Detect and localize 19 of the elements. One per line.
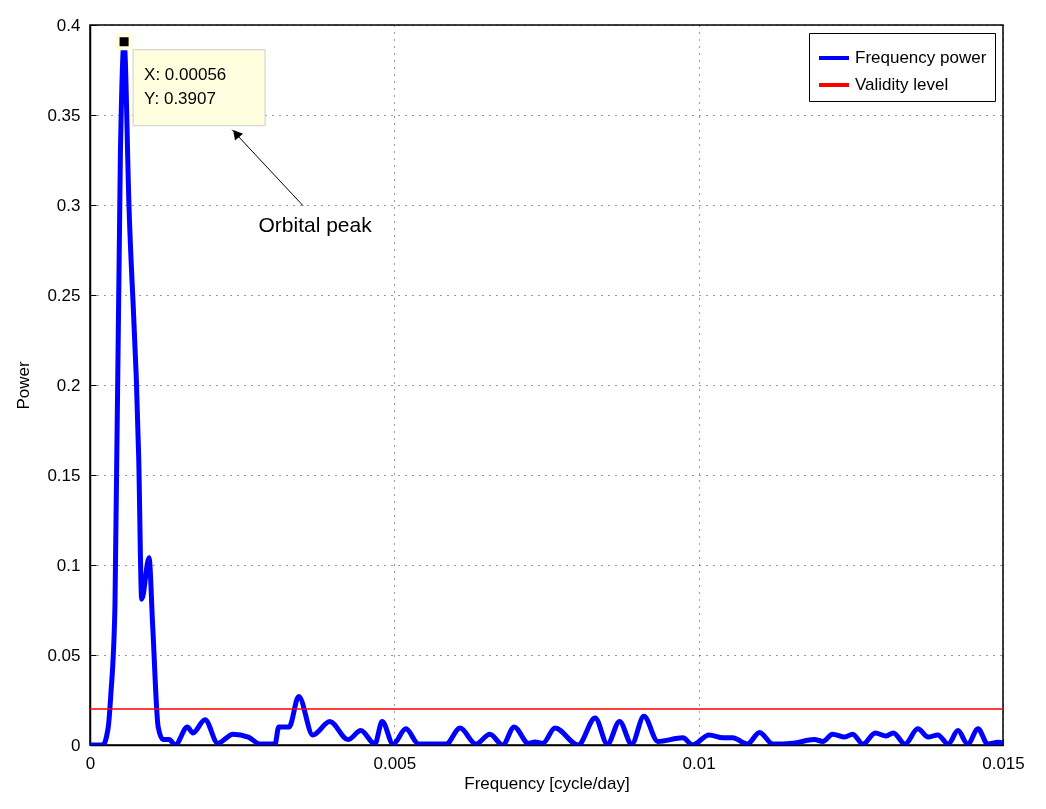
- x-tick-label: 0.015: [982, 753, 1025, 773]
- y-tick-label: 0.2: [56, 375, 81, 395]
- y-tick-label: 0.35: [47, 105, 81, 125]
- y-tick-label: 0.25: [47, 285, 81, 305]
- x-axis-title: Frequency [cycle/day]: [464, 773, 630, 793]
- annotation: X: 0.00056 Y: 0.3907: [144, 64, 227, 108]
- legend-label: Frequency power: [855, 48, 987, 67]
- y-tick-label: 0: [71, 735, 81, 755]
- x-tick-label: 0.01: [682, 753, 716, 773]
- y-tick-label: 0.05: [47, 645, 81, 665]
- x-tick-label: 0: [85, 753, 96, 773]
- y-tick-label: 0.1: [56, 555, 81, 575]
- y-tick-label: 0.4: [56, 15, 81, 35]
- y-tick-label: 0.3: [56, 195, 81, 215]
- legend-label: Validity level: [855, 75, 949, 94]
- x-tick-label: 0.005: [373, 753, 417, 773]
- annotation: Orbital peak: [258, 212, 373, 236]
- y-axis-title: Power: [14, 361, 34, 410]
- y-tick-label: 0.15: [47, 465, 81, 485]
